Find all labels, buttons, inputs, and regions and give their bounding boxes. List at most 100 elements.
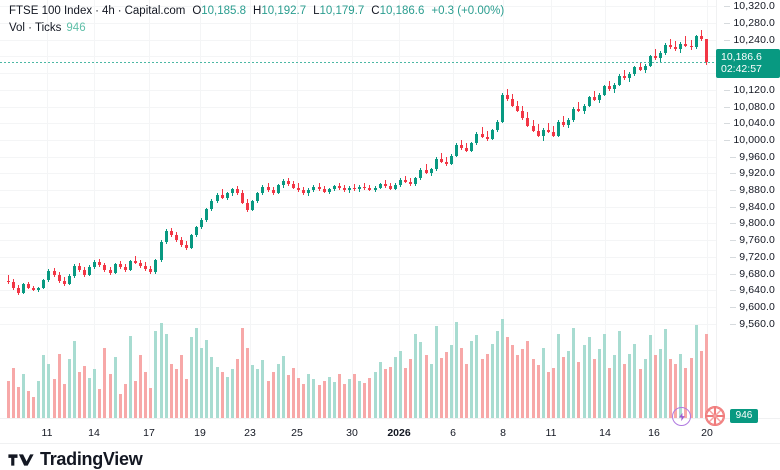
candle-body: [195, 226, 198, 236]
price-line-dash: [520, 62, 522, 63]
price-line-dash: [560, 62, 562, 63]
price-line-dash: [580, 62, 582, 63]
candle-body: [180, 240, 183, 245]
price-line-dash: [312, 62, 314, 63]
candle-body: [705, 38, 708, 63]
price-line-dash: [536, 62, 538, 63]
volume-bar: [37, 380, 40, 418]
time-tick-label: 8: [500, 427, 506, 439]
price-tick-dash: [730, 323, 737, 325]
candle-body: [521, 110, 524, 119]
candle-wick: [640, 62, 641, 72]
volume-bar: [292, 368, 295, 418]
volume-bar: [608, 368, 611, 418]
price-tick-label: 9,920.0: [730, 167, 775, 179]
volume-bar: [430, 363, 433, 418]
time-scale[interactable]: 11 14 17 19 23 25 30 2026 6 8 11 14 16 20: [0, 418, 780, 444]
price-line-dash: [464, 62, 466, 63]
price-tick-label: 9,960.0: [730, 151, 775, 163]
price-line-dash: [476, 62, 478, 63]
candle-body: [496, 121, 499, 131]
candle-body: [73, 266, 76, 277]
volume-bar: [154, 330, 157, 418]
candle-body: [659, 53, 662, 59]
price-line-dash: [200, 62, 202, 63]
volume-bar: [236, 358, 239, 418]
volume-bar: [216, 366, 219, 418]
candle-body: [414, 178, 417, 185]
price-tick-label: 9,560.0: [730, 318, 775, 330]
candle-body: [22, 284, 25, 293]
gridline-horizontal: [0, 274, 716, 275]
lightning-alert-icon[interactable]: [672, 407, 691, 426]
price-line-dash: [420, 62, 422, 63]
price-line-dash: [28, 62, 30, 63]
price-line-dash: [84, 62, 86, 63]
candle-body: [256, 193, 259, 202]
candle-body: [190, 235, 193, 249]
price-line-dash: [624, 62, 626, 63]
price-tick-label: 9,880.0: [730, 184, 775, 196]
time-tick-label: 6: [450, 427, 456, 439]
price-tick-dash: [730, 223, 737, 225]
price-line-dash: [480, 62, 482, 63]
price-scale[interactable]: 10,320.010,280.010,240.010,200.010,160.0…: [716, 0, 780, 418]
volume-bar: [511, 345, 514, 418]
uk-flag-icon[interactable]: [705, 406, 725, 426]
price-line-dash: [300, 62, 302, 63]
candle-body: [129, 261, 132, 271]
price-line-dash: [584, 62, 586, 63]
price-line-dash: [240, 62, 242, 63]
candle-body: [53, 271, 56, 276]
candle-body: [404, 180, 407, 182]
volume-bar: [440, 358, 443, 418]
volume-bar: [684, 368, 687, 418]
price-line-dash: [692, 62, 694, 63]
price-tick-dash: [724, 139, 731, 141]
price-line-dash: [252, 62, 254, 63]
volume-bar: [664, 329, 667, 418]
gridline-vertical: [149, 0, 150, 418]
candle-body: [17, 288, 20, 293]
price-line-dash: [188, 62, 190, 63]
candle-body: [562, 121, 565, 125]
candle-body: [47, 271, 50, 281]
price-line-dash: [444, 62, 446, 63]
bar-countdown-timer: 02:42:57: [721, 63, 762, 75]
price-line-dash: [516, 62, 518, 63]
volume-bar: [139, 355, 142, 418]
candle-body: [210, 200, 213, 210]
gridline-horizontal: [0, 23, 716, 24]
price-line-dash: [24, 62, 26, 63]
candle-body: [394, 184, 397, 189]
candle-body: [200, 220, 203, 227]
gridline-vertical: [94, 0, 95, 418]
price-tick-label: 10,320.0: [724, 0, 775, 12]
price-line-dash: [364, 62, 366, 63]
price-line-dash: [308, 62, 310, 63]
volume-bar: [338, 373, 341, 418]
price-line-dash: [468, 62, 470, 63]
candle-body: [144, 265, 147, 270]
volume-bar: [450, 345, 453, 418]
current-price-value: 10,186.6: [721, 51, 762, 63]
price-line-dash: [636, 62, 638, 63]
candle-body: [139, 262, 142, 266]
volume-bar: [103, 348, 106, 418]
price-line-dash: [176, 62, 178, 63]
price-line-dash: [144, 62, 146, 63]
volume-bar: [506, 336, 509, 418]
price-line-dash: [20, 62, 22, 63]
time-tick-label: 14: [599, 427, 611, 439]
candle-body: [690, 45, 693, 48]
candle-body: [343, 188, 346, 191]
price-line-dash: [472, 62, 474, 63]
price-line-dash: [224, 62, 226, 63]
price-line-dash: [276, 62, 278, 63]
tradingview-logo[interactable]: TradingView: [8, 449, 143, 470]
gridline-horizontal: [0, 257, 716, 258]
price-line-dash: [248, 62, 250, 63]
chart-plot-area[interactable]: [0, 0, 716, 418]
volume-bar: [547, 372, 550, 418]
